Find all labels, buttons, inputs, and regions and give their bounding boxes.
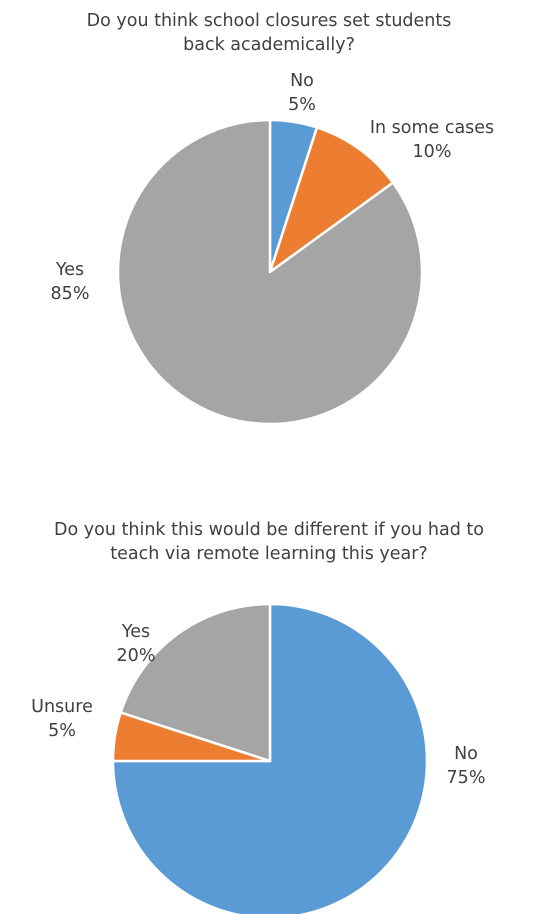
chart-2-slice-yes xyxy=(119,602,272,763)
chart-2-slice-no xyxy=(111,602,429,914)
chart-2-title-line-2: teach via remote learning this year? xyxy=(110,544,427,564)
chart-1-label-in-some-cases: In some cases xyxy=(370,118,494,138)
chart-2-label-unsure: Unsure xyxy=(31,697,93,717)
chart-2-label-no: No xyxy=(454,744,478,764)
chart-1-label-yes: Yes xyxy=(55,260,84,280)
chart-1-label-no: No xyxy=(290,71,314,91)
chart-1-title-line-1: Do you think school closures set student… xyxy=(87,11,452,31)
chart-1-labels: No 5% In some cases 10% Yes 85% xyxy=(51,71,495,304)
chart-2-label-yes: Yes xyxy=(121,622,150,642)
chart-2-value-no: 75% xyxy=(447,768,486,788)
chart-1-title-line-2: back academically? xyxy=(183,35,355,55)
chart-1-slice-yes xyxy=(116,118,424,426)
chart-2: Do you think this would be different if … xyxy=(31,520,485,914)
chart-1-value-in-some-cases: 10% xyxy=(413,142,452,162)
chart-2-title-line-1: Do you think this would be different if … xyxy=(54,520,484,540)
chart-1-value-no: 5% xyxy=(288,95,316,115)
chart-1-pie xyxy=(116,118,424,426)
chart-2-labels: No 75% Unsure 5% Yes 20% xyxy=(31,622,485,788)
chart-2-pie xyxy=(111,602,429,914)
chart-1: Do you think school closures set student… xyxy=(51,11,495,426)
chart-2-value-unsure: 5% xyxy=(48,721,76,741)
chart-1-value-yes: 85% xyxy=(51,284,90,304)
chart-2-value-yes: 20% xyxy=(117,646,156,666)
chart-1-slice-in-some-cases xyxy=(268,126,395,274)
